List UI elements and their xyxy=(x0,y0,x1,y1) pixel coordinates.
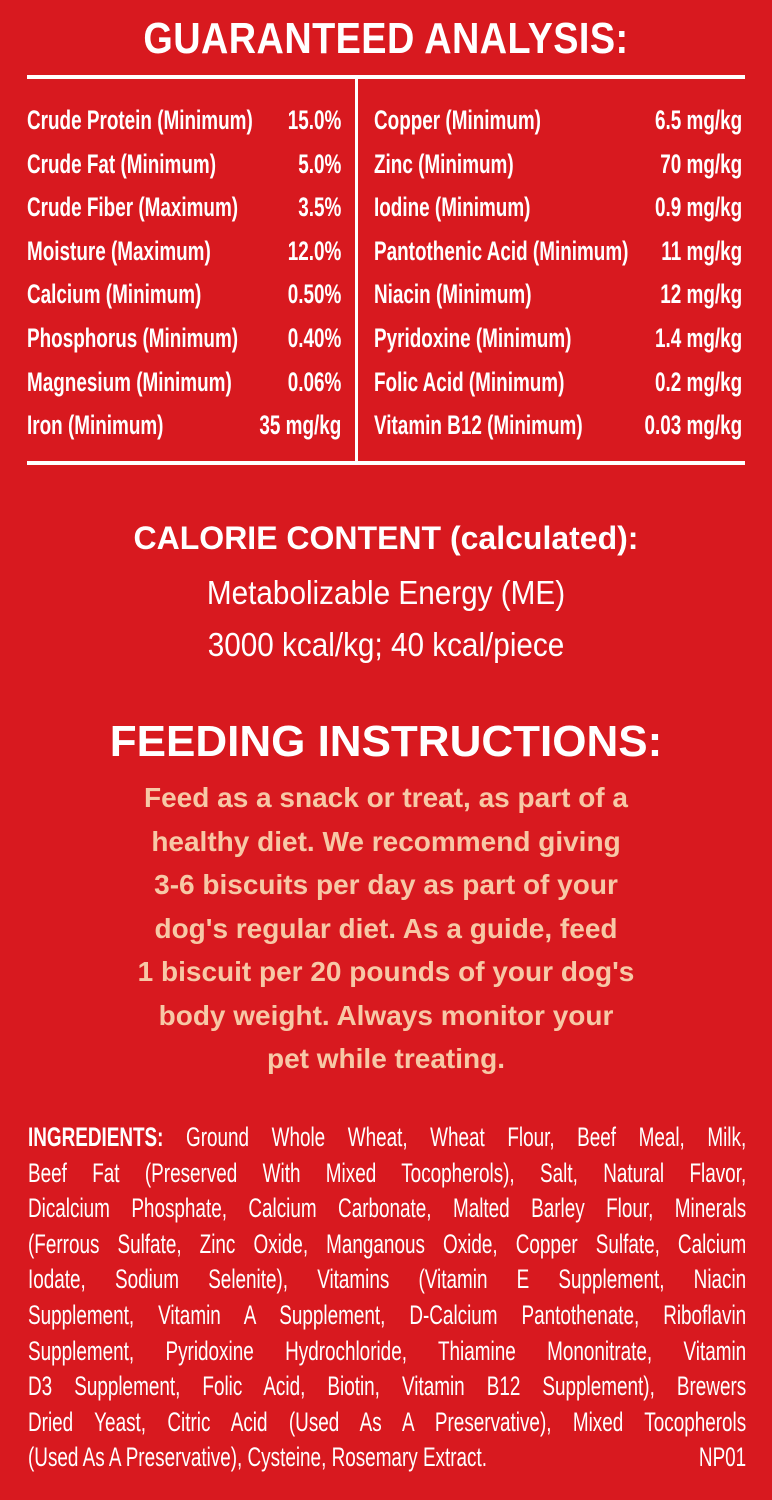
calorie-line-1: Metabolizable Energy (ME) xyxy=(206,574,566,611)
nutrient-label: Copper (Minimum) xyxy=(374,105,541,135)
feeding-line: pet while treating. xyxy=(266,1043,506,1074)
nutrient-label: Moisture (Maximum) xyxy=(27,235,211,266)
calorie-line-2: 3000 kcal/kg; 40 kcal/piece xyxy=(207,626,565,663)
analysis-row: Pantothenic Acid (Minimum) 11 mg/kg xyxy=(374,230,742,274)
ingredient-text: (Used As A Preservative), Cysteine, Rose… xyxy=(28,1442,488,1473)
nutrient-value: 35 mg/kg xyxy=(259,410,342,441)
guaranteed-analysis-title: GUARANTEED ANALYSIS: xyxy=(143,14,629,63)
nutrient-value: 12.0% xyxy=(287,235,342,266)
analysis-row: Folic Acid (Minimum) 0.2 mg/kg xyxy=(374,361,742,405)
nutrient-label: Calcium (Minimum) xyxy=(27,279,202,310)
analysis-left-column: Crude Protein (Minimum) 15.0% Crude Fat (M… xyxy=(27,99,341,448)
nutrient-value: 0.40% xyxy=(287,322,342,353)
nutrient-value: 1.4 mg/kg xyxy=(655,322,743,353)
feeding-line: 3-6 biscuits per day as part of your xyxy=(154,869,618,900)
analysis-row: Crude Fat (Minimum) 5.0% xyxy=(27,143,341,187)
ingredient-text: Beef Fat (Preserved With Mixed Tocophero… xyxy=(28,1157,747,1188)
ingredients-label: INGREDIENTS: xyxy=(28,1122,164,1152)
nutrient-label: Iodine (Minimum) xyxy=(374,192,531,223)
ingredient-text: D3 Supplement, Folic Acid, Biotin, Vitam… xyxy=(28,1371,747,1402)
ingredient-line: INGREDIENTS: Ground Whole Wheat, Wheat F… xyxy=(28,1120,746,1156)
ingredient-line: Iodate, Sodium Selenite), Vitamins (Vita… xyxy=(28,1262,746,1298)
calorie-content-title: CALORIE CONTENT (calculated): xyxy=(133,520,639,556)
nutrient-label: Niacin (Minimum) xyxy=(374,279,532,310)
ingredient-text: (Ferrous Sulfate, Zinc Oxide, Manganous … xyxy=(28,1228,747,1259)
divider-top xyxy=(27,75,745,79)
ingredient-line: (Used As A Preservative), Cysteine, Rose… xyxy=(28,1440,746,1476)
nutrient-value: 15.0% xyxy=(287,105,342,135)
nutrient-value: 0.06% xyxy=(287,366,342,397)
feeding-line: Feed as a snack or treat, as part of a xyxy=(144,782,628,813)
nutrient-label: Iron (Minimum) xyxy=(27,410,164,441)
nutrient-label: Magnesium (Minimum) xyxy=(27,366,232,397)
nutrient-label: Zinc (Minimum) xyxy=(374,148,514,179)
product-code: NP01 xyxy=(698,1442,747,1473)
ingredient-line: Dried Yeast, Citric Acid (Used As A Pres… xyxy=(28,1405,746,1441)
ingredient-text: Dicalcium Phosphate, Calcium Carbonate, … xyxy=(28,1193,747,1224)
nutrient-value: 6.5 mg/kg xyxy=(655,105,743,135)
nutrient-label: Folic Acid (Minimum) xyxy=(374,366,565,397)
analysis-row: Zinc (Minimum) 70 mg/kg xyxy=(374,143,742,187)
analysis-row: Copper (Minimum) 6.5 mg/kg xyxy=(374,99,742,143)
divider-bottom xyxy=(27,461,745,465)
ingredient-text: Ground Whole Wheat, Wheat Flour, Beef Me… xyxy=(186,1122,747,1152)
feeding-instructions-title: FEEDING INSTRUCTIONS: xyxy=(109,717,663,766)
nutrient-label: Crude Fat (Minimum) xyxy=(27,148,216,179)
nutrient-value: 0.03 mg/kg xyxy=(644,410,743,441)
nutrient-value: 3.5% xyxy=(298,192,342,223)
ingredient-text: Supplement, Vitamin A Supplement, D-Calc… xyxy=(28,1299,747,1330)
ingredient-line: Dicalcium Phosphate, Calcium Carbonate, … xyxy=(28,1191,746,1227)
feeding-line: healthy diet. We recommend giving xyxy=(151,825,621,857)
ingredient-text: Iodate, Sodium Selenite), Vitamins (Vita… xyxy=(28,1264,747,1295)
nutrient-value: 11 mg/kg xyxy=(661,235,743,266)
feeding-line: 1 biscuit per 20 pounds of your dog's xyxy=(137,956,635,987)
nutrient-label: Pyridoxine (Minimum) xyxy=(374,322,572,353)
nutrient-label: Crude Fiber (Maximum) xyxy=(27,192,239,223)
analysis-row: Crude Fiber (Maximum) 3.5% xyxy=(27,186,341,230)
feeding-line: dog's regular diet. As a guide, feed xyxy=(154,912,618,944)
analysis-row: Calcium (Minimum) 0.50% xyxy=(27,273,341,317)
nutrient-value: 12 mg/kg xyxy=(660,279,743,310)
analysis-row: Phosphorus (Minimum) 0.40% xyxy=(27,317,341,361)
analysis-row: Vitamin B12 (Minimum) 0.03 mg/kg xyxy=(374,404,742,448)
nutrient-value: 5.0% xyxy=(298,148,342,179)
divider-vertical xyxy=(355,78,358,464)
nutrient-label: Phosphorus (Minimum) xyxy=(27,322,239,353)
analysis-row: Crude Protein (Minimum) 15.0% xyxy=(27,99,341,143)
ingredient-line: Supplement, Pyridoxine Hydrochloride, Th… xyxy=(28,1334,746,1370)
ingredient-text: Supplement, Pyridoxine Hydrochloride, Th… xyxy=(28,1335,747,1366)
analysis-row: Iodine (Minimum) 0.9 mg/kg xyxy=(374,186,742,230)
nutrient-value: 70 mg/kg xyxy=(660,148,743,179)
analysis-right-column: Copper (Minimum) 6.5 mg/kg Zinc (Minimum) 7… xyxy=(374,99,742,448)
ingredient-text: Dried Yeast, Citric Acid (Used As A Pres… xyxy=(28,1406,747,1437)
nutrient-label: Pantothenic Acid (Minimum) xyxy=(374,235,629,266)
ingredient-line: (Ferrous Sulfate, Zinc Oxide, Manganous … xyxy=(28,1227,746,1263)
analysis-row: Iron (Minimum) 35 mg/kg xyxy=(27,404,341,448)
analysis-row: Niacin (Minimum) 12 mg/kg xyxy=(374,273,742,317)
nutrient-value: 0.2 mg/kg xyxy=(655,366,743,397)
nutrient-value: 0.9 mg/kg xyxy=(655,192,743,223)
ingredient-line: D3 Supplement, Folic Acid, Biotin, Vitam… xyxy=(28,1369,746,1405)
analysis-row: Pyridoxine (Minimum) 1.4 mg/kg xyxy=(374,317,742,361)
analysis-row: Magnesium (Minimum) 0.06% xyxy=(27,361,341,405)
ingredient-line: Supplement, Vitamin A Supplement, D-Calc… xyxy=(28,1298,746,1334)
nutrient-label: Crude Protein (Minimum) xyxy=(27,105,253,135)
analysis-row: Moisture (Maximum) 12.0% xyxy=(27,230,341,274)
feeding-line: body weight. Always monitor your xyxy=(158,999,614,1031)
feeding-instructions-body: Feed as a snack or treat, as part of a he… xyxy=(40,776,732,1081)
ingredients-block: INGREDIENTS: Ground Whole Wheat, Wheat F… xyxy=(28,1120,746,1476)
ingredient-line: Beef Fat (Preserved With Mixed Tocophero… xyxy=(28,1156,746,1192)
nutrient-value: 0.50% xyxy=(287,279,342,310)
nutrient-label: Vitamin B12 (Minimum) xyxy=(374,410,583,441)
